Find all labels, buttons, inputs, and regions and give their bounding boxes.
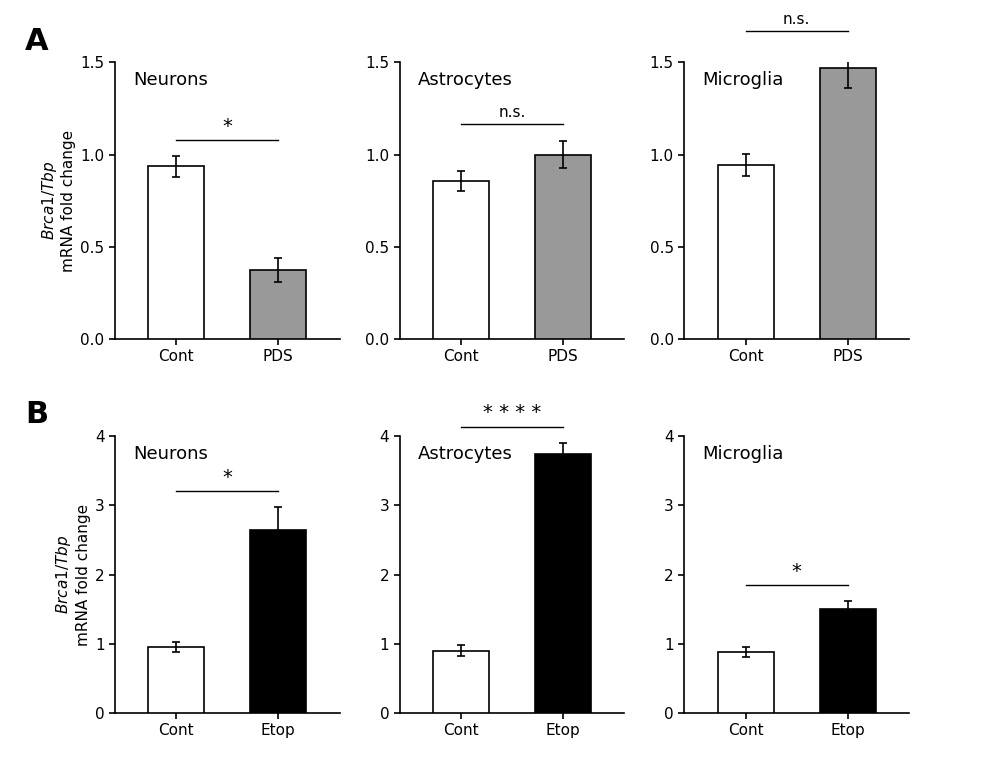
Text: *: * [223, 467, 232, 487]
Bar [717, 164, 773, 339]
Text: *: * [792, 562, 801, 580]
Bar [535, 154, 591, 339]
Text: Neurons: Neurons [133, 71, 208, 89]
Text: * * * *: * * * * [483, 404, 541, 422]
Text: Microglia: Microglia [702, 445, 783, 463]
Bar [433, 650, 489, 713]
Bar [251, 270, 307, 339]
Bar [717, 652, 773, 713]
Text: Astrocytes: Astrocytes [418, 71, 512, 89]
Text: Astrocytes: Astrocytes [418, 445, 512, 463]
Bar [148, 647, 204, 713]
Y-axis label: $\it{Brca1/Tbp}$
mRNA fold change: $\it{Brca1/Tbp}$ mRNA fold change [40, 129, 76, 272]
Text: Microglia: Microglia [702, 71, 783, 89]
Bar [148, 167, 204, 339]
Bar [535, 453, 591, 713]
Text: B: B [25, 400, 48, 428]
Bar [820, 68, 876, 339]
Text: n.s.: n.s. [783, 12, 810, 26]
Text: A: A [25, 27, 49, 56]
Bar [433, 182, 489, 339]
Text: Neurons: Neurons [133, 445, 208, 463]
Text: n.s.: n.s. [499, 105, 525, 120]
Bar [251, 530, 307, 713]
Text: *: * [223, 117, 232, 136]
Y-axis label: $\it{Brca1/Tbp}$
mRNA fold change: $\it{Brca1/Tbp}$ mRNA fold change [54, 503, 91, 646]
Bar [820, 609, 876, 713]
